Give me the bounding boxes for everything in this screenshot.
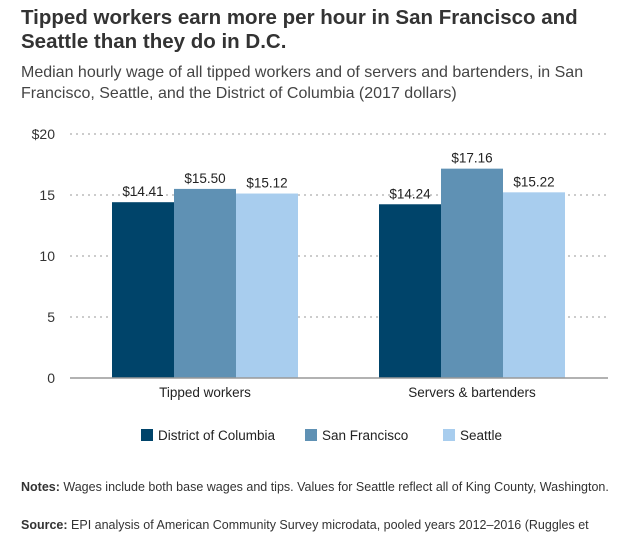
- y-tick-label: 0: [47, 370, 55, 386]
- legend-swatch: [305, 429, 317, 441]
- data-label: $17.16: [451, 151, 492, 166]
- legend-swatch: [443, 429, 455, 441]
- y-tick-label: 15: [39, 187, 55, 203]
- y-tick-label: $20: [32, 126, 56, 142]
- chart-subtitle: Median hourly wage of all tipped workers…: [21, 64, 584, 102]
- legend-label: San Francisco: [322, 428, 408, 443]
- data-label: $14.41: [122, 184, 163, 199]
- notes-text: Wages include both base wages and tips. …: [59, 480, 609, 494]
- bar: [441, 168, 503, 378]
- source: Source: EPI analysis of American Communi…: [21, 517, 640, 534]
- y-tick-label: 5: [47, 309, 55, 325]
- bar: [379, 204, 441, 378]
- source-text: EPI analysis of American Community Surve…: [67, 518, 589, 532]
- chart-title: Tipped workers earn more per hour in San…: [21, 6, 578, 53]
- legend-swatch: [141, 429, 153, 441]
- legend-label: District of Columbia: [158, 428, 276, 443]
- bar: [503, 192, 565, 378]
- notes-label: Notes:: [21, 480, 60, 494]
- legend-label: Seattle: [460, 428, 502, 443]
- data-label: $15.12: [246, 176, 287, 191]
- notes: Notes: Wages include both base wages and…: [21, 479, 631, 496]
- x-tick-label: Tipped workers: [159, 385, 251, 400]
- bar: [174, 188, 236, 378]
- y-tick-label: 10: [39, 248, 55, 264]
- source-label: Source:: [21, 518, 68, 532]
- bar: [112, 202, 174, 378]
- data-label: $15.50: [184, 171, 225, 186]
- x-tick-label: Servers & bartenders: [408, 385, 536, 400]
- bar: [236, 193, 298, 378]
- data-label: $14.24: [389, 186, 431, 201]
- data-label: $15.22: [513, 174, 554, 189]
- bar-chart: 0 5 10 15 $20 $14.41 $15.50 $15.12 Tipped worker…: [32, 126, 608, 443]
